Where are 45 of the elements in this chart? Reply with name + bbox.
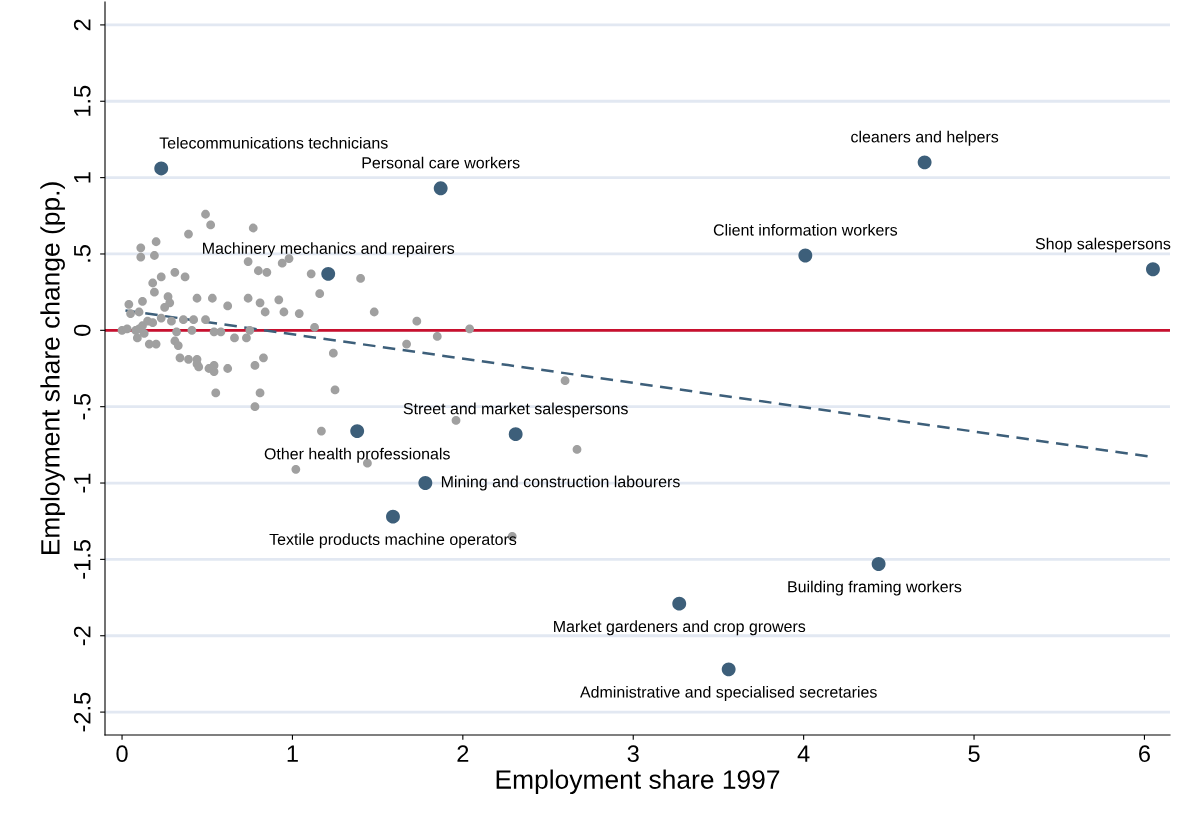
point (418, 476, 433, 490)
x-tick-label: 1 (287, 745, 298, 762)
point (672, 596, 687, 611)
point (350, 424, 365, 439)
point (721, 662, 736, 677)
y-axis-title: Employment share change (pp.) (40, 182, 65, 555)
annotation: cleaners and helpers (851, 130, 999, 146)
y-tick-label: 0 (73, 324, 91, 336)
y-tick-label: -2 (73, 626, 91, 646)
point (1146, 262, 1160, 277)
point (386, 509, 400, 524)
point (917, 155, 932, 170)
annotation: Administrative and specialised secretaries (580, 686, 877, 701)
x-tick-label: 4 (797, 745, 810, 762)
y-tick-label: -.5 (74, 393, 91, 420)
x-axis-title: Employment share 1997 (496, 769, 780, 795)
x-tick-label: 5 (968, 745, 980, 763)
annotation: Machinery mechanics and repairers (203, 242, 455, 258)
y-tick-label: 1.5 (74, 85, 91, 116)
y-tick-label: -1 (74, 473, 91, 493)
annotation: Building framing workers (788, 580, 962, 596)
y-tick-label: -1.5 (74, 540, 91, 579)
point (321, 266, 336, 281)
point (508, 427, 523, 442)
annotation: Mining and construction labourers (441, 475, 680, 491)
annotation: Market gardeners and crop growers (554, 620, 806, 636)
y-tick-label: .5 (74, 245, 91, 262)
point (433, 181, 448, 196)
x-tick-label: 6 (1139, 745, 1150, 763)
annotation: Other health professionals (264, 447, 450, 463)
annotation: Client information workers (713, 223, 898, 236)
annotation: Street and market salespersons (403, 402, 628, 418)
annotation: Shop salespersons (1035, 237, 1171, 253)
x-tick-label: 2 (457, 745, 469, 762)
point (871, 557, 886, 571)
y-tick-label: -2.5 (73, 692, 91, 732)
x-tick-label: 3 (627, 745, 639, 763)
point (154, 161, 169, 176)
annotation: Personal care workers (362, 156, 520, 169)
x-tick-label: 0 (116, 745, 128, 763)
y-tick-label: 2 (73, 19, 91, 31)
y-tick-label: 1 (74, 172, 91, 183)
annotation: Textile products machine operators (269, 533, 517, 549)
point (798, 248, 813, 263)
annotation: Telecommunications technicians (159, 136, 388, 149)
